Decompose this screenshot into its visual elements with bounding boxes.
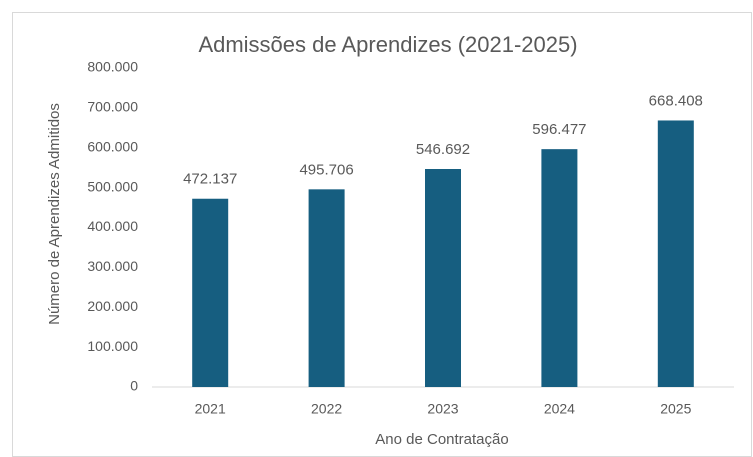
- bar: [192, 198, 229, 387]
- y-tick-label: 0: [130, 378, 138, 394]
- data-label: 596.477: [532, 121, 586, 138]
- y-tick-label: 800.000: [87, 59, 138, 75]
- x-axis-label: Ano de Contratação: [375, 431, 508, 448]
- y-tick-label: 200.000: [87, 298, 138, 314]
- data-label: 495.706: [299, 161, 353, 178]
- data-label: 668.408: [649, 92, 703, 109]
- y-tick-label: 500.000: [87, 178, 138, 194]
- x-tick-label: 2025: [660, 401, 691, 417]
- x-tick-label: 2022: [311, 401, 342, 417]
- data-label: 472.137: [183, 171, 237, 188]
- bar: [308, 189, 345, 387]
- x-tick-label: 2024: [544, 401, 575, 417]
- bar: [657, 120, 694, 387]
- x-tick-label: 2023: [427, 401, 458, 417]
- y-tick-label: 100.000: [87, 338, 138, 354]
- x-tick-label: 2021: [195, 401, 226, 417]
- bar: [541, 149, 578, 387]
- chart-border: [12, 12, 752, 457]
- y-tick-label: 600.000: [87, 138, 138, 154]
- data-label: 546.692: [416, 141, 470, 158]
- chart-title: Admissões de Aprendizes (2021-2025): [198, 32, 577, 57]
- y-tick-label: 300.000: [87, 258, 138, 274]
- y-tick-label: 700.000: [87, 99, 138, 115]
- y-tick-label: 400.000: [87, 218, 138, 234]
- y-axis-label: Número de Aprendizes Admitidos: [46, 103, 63, 325]
- bar: [425, 169, 461, 387]
